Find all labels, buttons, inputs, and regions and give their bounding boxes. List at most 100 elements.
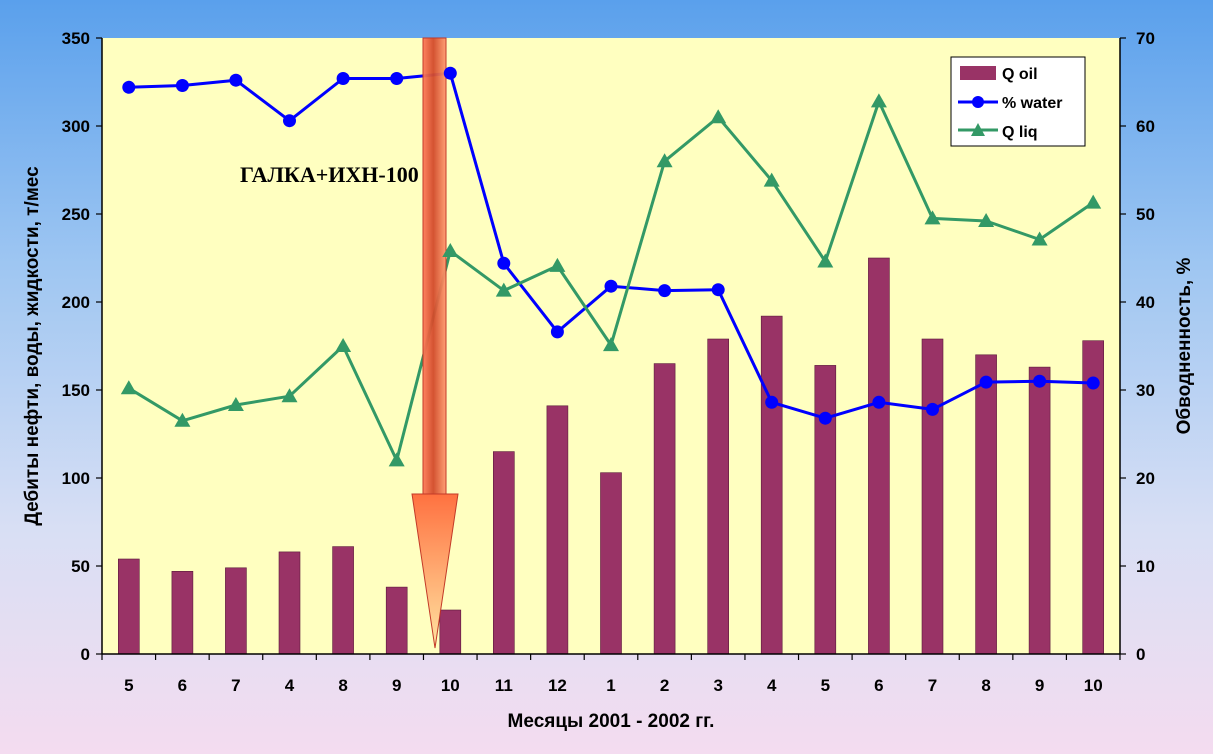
y-left-tick-label: 350 xyxy=(62,29,90,48)
legend-marker-q-liq xyxy=(971,123,985,136)
y-right-tick-label: 30 xyxy=(1136,381,1155,400)
x-tick-label: 9 xyxy=(392,676,401,695)
x-tick-label: 6 xyxy=(178,676,187,695)
y-right-tick-label: 10 xyxy=(1136,557,1155,576)
point-q-liq xyxy=(924,210,941,225)
y-right-tick-label: 70 xyxy=(1136,29,1155,48)
point-q-liq xyxy=(388,452,405,467)
point-water xyxy=(658,284,672,298)
point-water xyxy=(497,256,511,270)
bar-q-oil xyxy=(171,570,194,655)
bar-q-oil xyxy=(1028,366,1051,655)
point-q-liq xyxy=(817,253,834,268)
point-water xyxy=(550,325,564,339)
bar-q-oil xyxy=(653,363,676,655)
x-tick-label: 11 xyxy=(495,676,513,695)
bar-q-oil xyxy=(814,365,837,655)
point-water xyxy=(283,114,296,128)
y-right-tick-label: 40 xyxy=(1136,293,1155,312)
point-water xyxy=(604,279,618,293)
x-tick-label: 8 xyxy=(981,676,990,695)
bar-q-oil xyxy=(385,586,408,655)
bar-q-oil xyxy=(921,338,944,655)
point-q-liq xyxy=(227,397,244,411)
point-water xyxy=(818,411,832,425)
x-tick-label: 7 xyxy=(231,676,240,695)
point-q-liq xyxy=(1031,231,1048,246)
axes-group xyxy=(101,38,1121,655)
point-q-liq xyxy=(174,412,191,427)
y-left-tick-label: 200 xyxy=(62,293,90,312)
point-water xyxy=(390,72,404,85)
point-q-liq xyxy=(978,213,995,227)
point-water xyxy=(1086,376,1100,390)
arrow-shaft xyxy=(422,37,447,495)
ticks-group: 5 6 7 4 8 9 10 11 12 1 2 3 4 5 6 7 8 9 1005010015020025030… xyxy=(62,29,1155,695)
x-tick-label: 12 xyxy=(548,676,567,695)
x-tick-label: 5 xyxy=(821,676,830,695)
y-left-tick-label: 250 xyxy=(62,205,90,224)
x-tick-label: 7 xyxy=(928,676,937,695)
point-water xyxy=(926,402,939,416)
event-arrow xyxy=(411,37,459,649)
bar-q-oil xyxy=(600,472,622,655)
point-water xyxy=(711,283,725,297)
x-axis-title: Месяцы 2001 - 2002 гг. xyxy=(508,711,715,732)
point-q-liq xyxy=(870,93,887,108)
legend-label-q-oil: Q oil xyxy=(1002,66,1038,83)
markers-group xyxy=(120,66,1102,467)
point-q-liq xyxy=(442,243,459,257)
point-water xyxy=(336,72,350,85)
point-water xyxy=(872,395,886,409)
y-right-tick-label: 20 xyxy=(1136,469,1155,488)
point-q-liq xyxy=(763,172,780,187)
bar-q-oil xyxy=(492,451,515,655)
point-water xyxy=(443,66,457,80)
bar-q-oil xyxy=(439,609,462,655)
x-tick-label: 10 xyxy=(1084,676,1103,695)
y-right-axis-title: Обводненность, % xyxy=(1174,258,1195,435)
bar-q-oil xyxy=(975,354,997,655)
annotation-label: ГАЛКА+ИХН-100 xyxy=(240,162,419,187)
y-right-tick-label: 0 xyxy=(1136,645,1145,664)
point-water xyxy=(175,79,189,92)
x-tick-label: 10 xyxy=(441,676,460,695)
x-tick-label: 9 xyxy=(1035,676,1044,695)
legend-label-water: % water xyxy=(1002,95,1062,112)
y-left-tick-label: 150 xyxy=(62,381,90,400)
bar-q-oil xyxy=(278,551,301,655)
point-q-liq xyxy=(495,282,512,297)
point-water xyxy=(229,73,243,87)
point-q-liq xyxy=(1085,194,1102,209)
y-right-tick-label: 60 xyxy=(1136,117,1155,136)
x-tick-label: 2 xyxy=(660,676,669,695)
x-tick-label: 3 xyxy=(713,676,722,695)
point-q-liq xyxy=(120,380,137,395)
legend-marker-water xyxy=(972,96,984,108)
point-water xyxy=(1033,374,1047,388)
legend: Q oil % water Q liq xyxy=(950,56,1086,147)
point-q-liq xyxy=(281,388,298,403)
x-tick-label: 5 xyxy=(124,676,133,695)
point-q-liq xyxy=(656,153,673,168)
point-q-liq xyxy=(335,338,352,352)
arrow-head xyxy=(411,493,459,649)
x-tick-label: 4 xyxy=(767,676,777,695)
y-right-tick-label: 50 xyxy=(1136,205,1155,224)
x-tick-label: 1 xyxy=(606,676,615,695)
point-q-liq xyxy=(603,337,619,352)
bar-q-oil xyxy=(118,558,140,655)
y-left-tick-label: 100 xyxy=(62,469,90,488)
y-left-axis-title: Дебиты нефти, воды, жидкости, т/мес xyxy=(22,166,43,526)
bar-q-oil xyxy=(707,338,730,655)
y-left-tick-label: 50 xyxy=(71,557,90,576)
point-water xyxy=(122,80,136,94)
bar-q-oil xyxy=(332,546,354,655)
y-left-tick-label: 0 xyxy=(81,645,90,664)
legend-swatch-q-oil xyxy=(960,66,996,80)
legend-label-q-liq: Q liq xyxy=(1002,124,1038,141)
bar-q-oil xyxy=(546,405,569,655)
bar-q-oil xyxy=(225,567,247,655)
x-tick-label: 8 xyxy=(338,676,347,695)
